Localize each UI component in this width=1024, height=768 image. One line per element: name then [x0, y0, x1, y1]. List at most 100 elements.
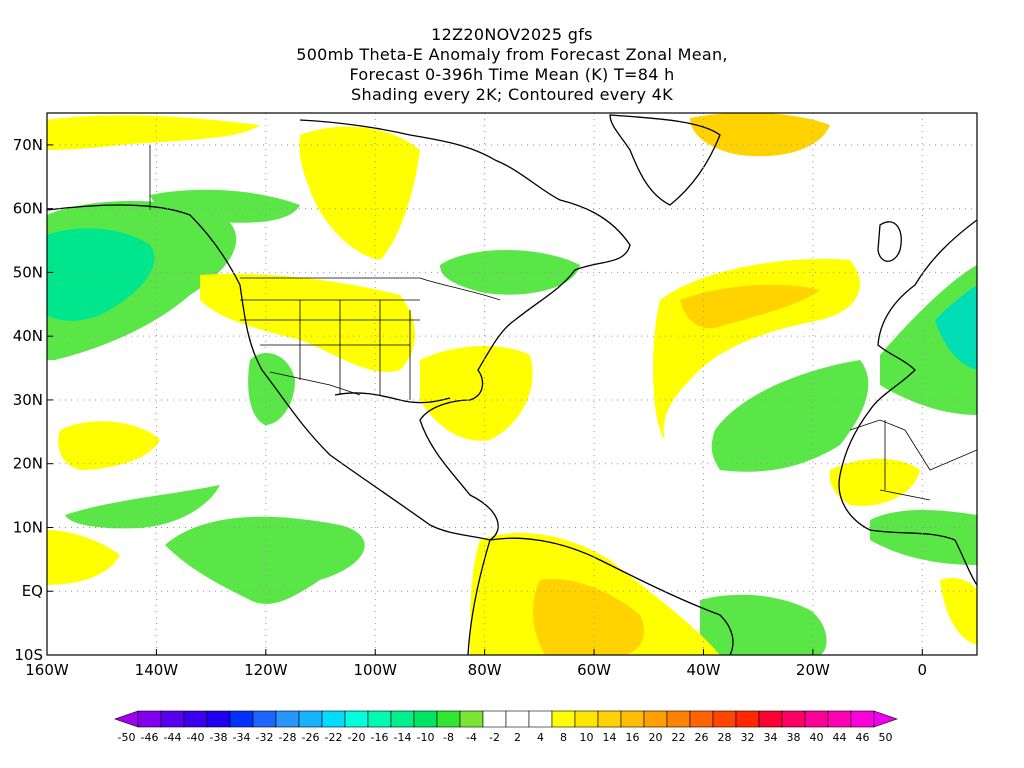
colorbar-label: 10 — [580, 731, 594, 744]
colorbar-arrow-high — [873, 710, 898, 728]
colorbar-label: 14 — [603, 731, 617, 744]
shade-california-green — [248, 352, 295, 425]
colorbar-label: 44 — [833, 731, 847, 744]
shade-satlantic-green — [700, 594, 827, 655]
colorbar-swatch — [781, 710, 806, 728]
colorbar-swatch — [620, 710, 645, 728]
colorbar: -50 -46 -44 -40 -38 -34 -32 -28 -26 -22 -20 -16 -14-… — [114, 710, 898, 744]
us-mexico-border — [269, 371, 361, 396]
colorbar-label: -14 — [394, 731, 412, 744]
colorbar-label: 46 — [856, 731, 870, 744]
colorbar-label: -20 — [348, 731, 366, 744]
colorbar-swatch — [689, 710, 714, 728]
colorbar-swatch — [183, 710, 208, 728]
colorbar-label: -34 — [233, 731, 251, 744]
lat-tick-label: 60N — [13, 200, 43, 218]
colorbar-swatch — [344, 710, 369, 728]
colorbar-label: 38 — [787, 731, 801, 744]
colorbar-label: -46 — [141, 731, 159, 744]
colorbar-swatch — [459, 710, 484, 728]
lon-tick-label: 80W — [468, 661, 502, 679]
lon-tick-label: 40W — [687, 661, 721, 679]
shade-arctic-yellow — [47, 115, 260, 150]
colorbar-label: 32 — [741, 731, 755, 744]
colorbar-label: -40 — [187, 731, 205, 744]
title-line-3: Forecast 0-396h Time Mean (K) T=84 h — [349, 65, 675, 84]
lon-tick-label: 160W — [25, 661, 69, 679]
shaded-field — [47, 113, 977, 655]
colorbar-label: -22 — [325, 731, 343, 744]
lat-tick-label: 10S — [14, 646, 43, 664]
colorbar-label: -8 — [443, 731, 454, 744]
colorbar-swatch — [850, 710, 875, 728]
shade-atlantic-orange — [680, 284, 820, 329]
colorbar-label: -50 — [118, 731, 136, 744]
colorbar-label: 26 — [695, 731, 709, 744]
colorbar-label: -4 — [466, 731, 477, 744]
colorbar-swatch — [413, 710, 438, 728]
lat-tick-label: 70N — [13, 136, 43, 154]
colorbar-swatch — [551, 710, 576, 728]
colorbar-label: -38 — [210, 731, 228, 744]
lon-tick-label: 20W — [796, 661, 830, 679]
colorbar-swatch — [505, 710, 530, 728]
colorbar-swatch — [252, 710, 277, 728]
colorbar-swatch — [160, 710, 185, 728]
title-line-4: Shading every 2K; Contoured every 4K — [351, 85, 673, 104]
colorbar-swatch — [643, 710, 668, 728]
colorbar-swatch — [827, 710, 852, 728]
colorbar-swatch — [321, 710, 346, 728]
borders — [149, 145, 977, 501]
colorbar-label: 50 — [879, 731, 893, 744]
british-isles — [877, 221, 902, 262]
south-america-coast — [467, 537, 734, 655]
title-line-2: 500mb Theta-E Anomaly from Forecast Zona… — [296, 45, 728, 64]
greenland-coast — [609, 114, 721, 206]
shade-guinea-yellow — [940, 578, 977, 645]
shade-atlantic-green — [711, 360, 869, 472]
lon-tick-label: 0 — [918, 661, 928, 679]
colorbar-swatch — [229, 710, 254, 728]
shade-usa-yellow — [200, 273, 415, 373]
lon-tick-label: 60W — [577, 661, 611, 679]
shade-canada-yellow — [299, 126, 420, 260]
graticule — [47, 113, 977, 655]
colorbar-label: 40 — [810, 731, 824, 744]
africa-borders — [849, 419, 977, 501]
shade-europe-green — [880, 265, 977, 415]
lat-tick-label: 50N — [13, 263, 43, 281]
us-states — [240, 299, 420, 400]
colorbar-swatch — [436, 710, 461, 728]
us-canada-border — [240, 277, 501, 301]
colorbar-swatch — [758, 710, 783, 728]
shade-africa-green — [870, 510, 977, 565]
lon-tick-label: 120W — [244, 661, 288, 679]
lat-tick-label: EQ — [22, 582, 43, 600]
title-line-1: 12Z20NOV2025 gfs — [431, 25, 593, 44]
colorbar-label: 16 — [626, 731, 640, 744]
colorbar-swatch — [666, 710, 691, 728]
lat-tick-label: 40N — [13, 327, 43, 345]
colorbar-swatch — [367, 710, 392, 728]
colorbar-swatch — [597, 710, 622, 728]
coastlines — [47, 114, 977, 655]
shade-hawaii-yellow — [58, 421, 160, 470]
colorbar-label: 34 — [764, 731, 778, 744]
colorbar-swatch — [804, 710, 829, 728]
colorbar-swatch — [390, 710, 415, 728]
shade-europe-teal — [935, 285, 977, 370]
colorbar-label: 28 — [718, 731, 732, 744]
colorbar-swatch — [275, 710, 300, 728]
colorbar-arrow-low — [114, 710, 139, 728]
colorbar-swatch — [137, 710, 162, 728]
shade-eastpac-yellow — [47, 530, 120, 585]
shade-tropic-band-1 — [65, 485, 220, 529]
colorbar-label: 8 — [560, 731, 567, 744]
shade-tropic-band-2 — [165, 516, 365, 604]
colorbar-swatch — [528, 710, 553, 728]
colorbar-swatch — [298, 710, 323, 728]
colorbar-label: -32 — [256, 731, 274, 744]
colorbar-label: 22 — [672, 731, 686, 744]
